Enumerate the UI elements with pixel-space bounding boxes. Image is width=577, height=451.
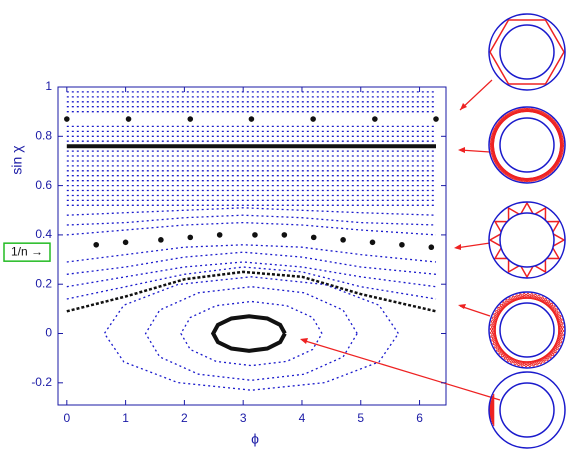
orbit-point <box>311 235 317 241</box>
chart: ϕ sin χ 1/n → 0 1 2 3 4 5 6 -0.2 0 0.2 0.4 0.6 0.8 1 <box>0 0 577 451</box>
trajectory <box>490 20 564 84</box>
arrow <box>456 243 490 248</box>
inner-boundary <box>500 383 554 437</box>
orbit-icon <box>489 202 565 278</box>
orbit <box>213 316 285 351</box>
arrow <box>302 340 500 400</box>
orbit-point <box>433 116 439 122</box>
arrow-head <box>458 304 466 309</box>
inner-boundary <box>500 303 554 357</box>
x-tick-label: 6 <box>416 411 423 425</box>
x-tick-label: 4 <box>299 411 306 425</box>
orbit-icon <box>489 292 565 368</box>
orbit <box>146 287 358 381</box>
orbit-icon <box>489 14 565 90</box>
orbit-point <box>370 240 376 246</box>
y-axis-label: sin χ <box>9 145 25 175</box>
orbit-icon <box>489 372 565 448</box>
orbit-point <box>123 240 129 246</box>
inner-boundary <box>500 118 554 172</box>
orbit-point <box>158 237 164 243</box>
orbit-point <box>187 116 193 122</box>
inner-boundary <box>500 213 554 267</box>
orbit-point <box>252 232 258 238</box>
orbit-point <box>93 242 99 248</box>
y-tick-label: 0.4 <box>35 227 52 241</box>
orbit-point <box>249 116 255 122</box>
y-tick-label: 0.6 <box>35 178 52 192</box>
orbit-point <box>282 232 288 238</box>
x-tick-label: 3 <box>240 411 247 425</box>
inner-boundary <box>500 25 554 79</box>
y-tick-label: 0.8 <box>35 128 52 142</box>
orbit-point <box>187 235 193 241</box>
orbit <box>67 262 436 287</box>
y-tick-label: 1 <box>45 79 52 93</box>
x-tick-label: 0 <box>63 411 70 425</box>
x-tick-label: 1 <box>122 411 129 425</box>
orbit <box>67 208 436 215</box>
orbit-point <box>64 116 70 122</box>
orbit-point <box>217 232 223 238</box>
y-tick-label: 0.2 <box>35 276 52 290</box>
orbit <box>67 223 436 235</box>
orbit-point <box>372 116 378 122</box>
orbit-point <box>126 116 132 122</box>
plot-frame <box>58 87 446 405</box>
arrow-head <box>454 244 461 250</box>
annotation: 1/n → <box>4 243 50 261</box>
x-axis-label: ϕ <box>251 431 259 447</box>
arrow-head <box>458 147 465 153</box>
y-tick-label: -0.2 <box>31 375 52 389</box>
annotation-text: 1/n → <box>11 244 43 258</box>
plot-area <box>64 92 439 390</box>
orbit <box>181 302 322 366</box>
orbit-icons <box>300 14 565 448</box>
orbit-point <box>340 237 346 243</box>
orbit <box>104 277 398 390</box>
orbit-icon <box>489 107 565 183</box>
arrow-head <box>300 338 308 344</box>
x-tick-label: 5 <box>357 411 364 425</box>
orbit-point <box>399 242 405 248</box>
orbit-point <box>429 244 435 250</box>
orbit-point <box>310 116 316 122</box>
orbit <box>67 267 436 299</box>
y-tick-label: 0 <box>45 326 52 340</box>
x-tick-label: 2 <box>181 411 188 425</box>
